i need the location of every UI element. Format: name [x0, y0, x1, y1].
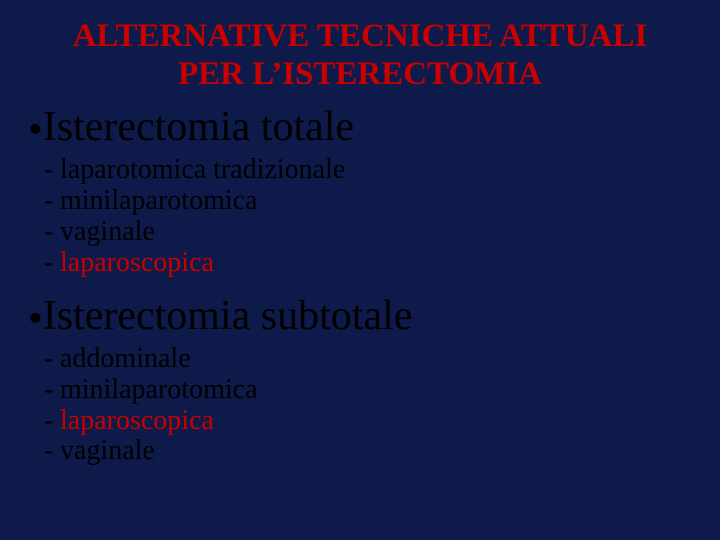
list-item: -minilaparotomica	[44, 375, 692, 406]
list-item-text: vaginale	[60, 435, 155, 466]
dash-icon: -	[44, 155, 60, 186]
title-line-2: PER L’ISTERECTOMIA	[178, 56, 542, 92]
list-item-text: minilaparotomica	[60, 185, 258, 216]
section-heading-0: •Isterectomia totale	[28, 104, 692, 153]
dash-icon: -	[44, 375, 60, 406]
list-item: -vaginale	[44, 217, 692, 248]
title-line-1: ALTERNATIVE TECNICHE ATTUALI	[73, 18, 648, 54]
list-item-text: laparoscopica	[60, 247, 214, 278]
list-item: -laparoscopica	[44, 248, 692, 279]
section-heading-1-text: Isterectomia subtotale	[43, 293, 413, 339]
list-item: -addominale	[44, 344, 692, 375]
list-item: -minilaparotomica	[44, 186, 692, 217]
slide-title: ALTERNATIVE TECNICHE ATTUALI PER L’ISTER…	[28, 18, 692, 94]
list-item: -vaginale	[44, 436, 692, 467]
list-item: -laparotomica tradizionale	[44, 155, 692, 186]
list-item-text: minilaparotomica	[60, 374, 258, 405]
dash-icon: -	[44, 406, 60, 437]
dash-icon: -	[44, 248, 60, 279]
list-item-text: vaginale	[60, 216, 155, 247]
list-item-text: laparoscopica	[60, 405, 214, 436]
list-item-text: addominale	[60, 343, 191, 374]
section-heading-1: •Isterectomia subtotale	[28, 293, 692, 342]
bullet-icon: •	[28, 107, 43, 153]
dash-icon: -	[44, 344, 60, 375]
dash-icon: -	[44, 186, 60, 217]
section-0-list: -laparotomica tradizionale -minilaparoto…	[44, 155, 692, 278]
bullet-icon: •	[28, 296, 43, 342]
section-1-list: -addominale -minilaparotomica -laparosco…	[44, 344, 692, 467]
list-item-text: laparotomica tradizionale	[60, 154, 345, 185]
list-item: -laparoscopica	[44, 406, 692, 437]
section-heading-0-text: Isterectomia totale	[43, 104, 354, 150]
dash-icon: -	[44, 217, 60, 248]
dash-icon: -	[44, 436, 60, 467]
